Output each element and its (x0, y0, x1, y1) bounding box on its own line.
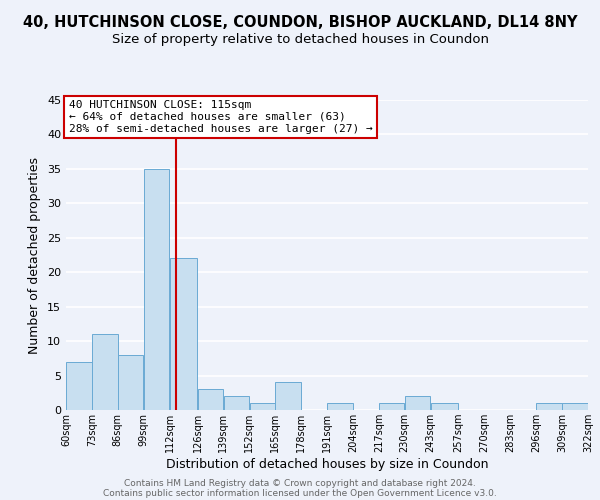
Bar (405, 396, 430, 410)
Bar (144, 169, 169, 410)
Text: Size of property relative to detached houses in Coundon: Size of property relative to detached ho… (112, 32, 488, 46)
Bar (327, 403, 353, 410)
Bar (379, 403, 404, 410)
Bar (536, 403, 562, 410)
Bar (275, 382, 301, 410)
Bar (250, 403, 275, 410)
Text: 40, HUTCHINSON CLOSE, COUNDON, BISHOP AUCKLAND, DL14 8NY: 40, HUTCHINSON CLOSE, COUNDON, BISHOP AU… (23, 15, 577, 30)
Y-axis label: Number of detached properties: Number of detached properties (28, 156, 41, 354)
Bar (224, 396, 249, 410)
Bar (66, 362, 92, 410)
Bar (170, 258, 197, 410)
Bar (118, 355, 143, 410)
Bar (431, 403, 458, 410)
Text: Contains public sector information licensed under the Open Government Licence v3: Contains public sector information licen… (103, 488, 497, 498)
Bar (92, 334, 118, 410)
Text: Contains HM Land Registry data © Crown copyright and database right 2024.: Contains HM Land Registry data © Crown c… (124, 478, 476, 488)
Bar (198, 390, 223, 410)
X-axis label: Distribution of detached houses by size in Coundon: Distribution of detached houses by size … (166, 458, 488, 471)
Text: 40 HUTCHINSON CLOSE: 115sqm
← 64% of detached houses are smaller (63)
28% of sem: 40 HUTCHINSON CLOSE: 115sqm ← 64% of det… (68, 100, 373, 134)
Bar (562, 403, 588, 410)
